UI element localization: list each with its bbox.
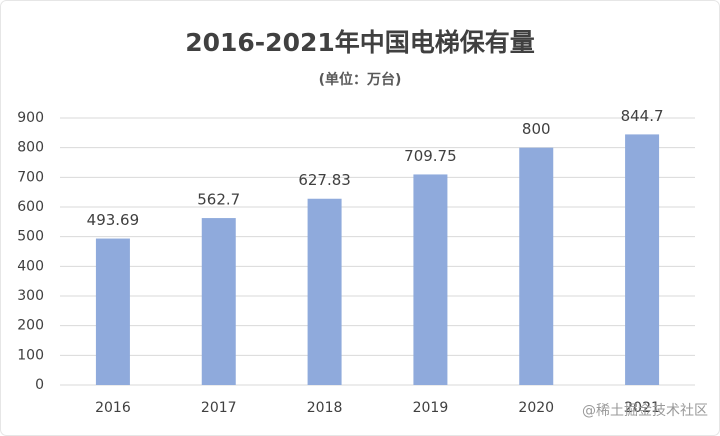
y-tick-label: 300 bbox=[17, 288, 44, 304]
bar bbox=[519, 147, 554, 385]
watermark: @稀土掘金技术社区 bbox=[582, 403, 708, 419]
y-tick-label: 0 bbox=[35, 377, 44, 393]
x-tick-label: 2020 bbox=[518, 400, 554, 416]
data-label: 493.69 bbox=[87, 211, 140, 229]
x-tick-label: 2021 bbox=[624, 400, 660, 416]
data-label: 844.7 bbox=[621, 107, 664, 125]
y-tick-label: 900 bbox=[17, 110, 44, 126]
y-tick-label: 500 bbox=[17, 229, 44, 245]
x-tick-label: 2019 bbox=[413, 400, 449, 416]
bar bbox=[413, 174, 448, 385]
data-label: 562.7 bbox=[197, 191, 240, 209]
bar bbox=[625, 134, 660, 385]
x-tick-label: 2017 bbox=[201, 400, 237, 416]
bar bbox=[201, 218, 236, 385]
chart-title: 2016-2021年中国电梯保有量 bbox=[185, 28, 535, 57]
y-tick-label: 200 bbox=[17, 318, 44, 334]
chart-subtitle: (单位：万台) bbox=[319, 71, 402, 88]
x-tick-label: 2018 bbox=[307, 400, 343, 416]
bar bbox=[95, 238, 130, 385]
y-tick-label: 600 bbox=[17, 199, 44, 215]
data-label: 627.83 bbox=[298, 171, 351, 189]
x-tick-label: 2016 bbox=[95, 400, 131, 416]
data-label: 800 bbox=[522, 120, 551, 138]
y-tick-label: 100 bbox=[17, 347, 44, 363]
bar bbox=[307, 198, 342, 385]
y-tick-label: 800 bbox=[17, 140, 44, 156]
y-tick-label: 400 bbox=[17, 258, 44, 274]
data-label: 709.75 bbox=[404, 147, 457, 165]
y-tick-label: 700 bbox=[17, 169, 44, 185]
